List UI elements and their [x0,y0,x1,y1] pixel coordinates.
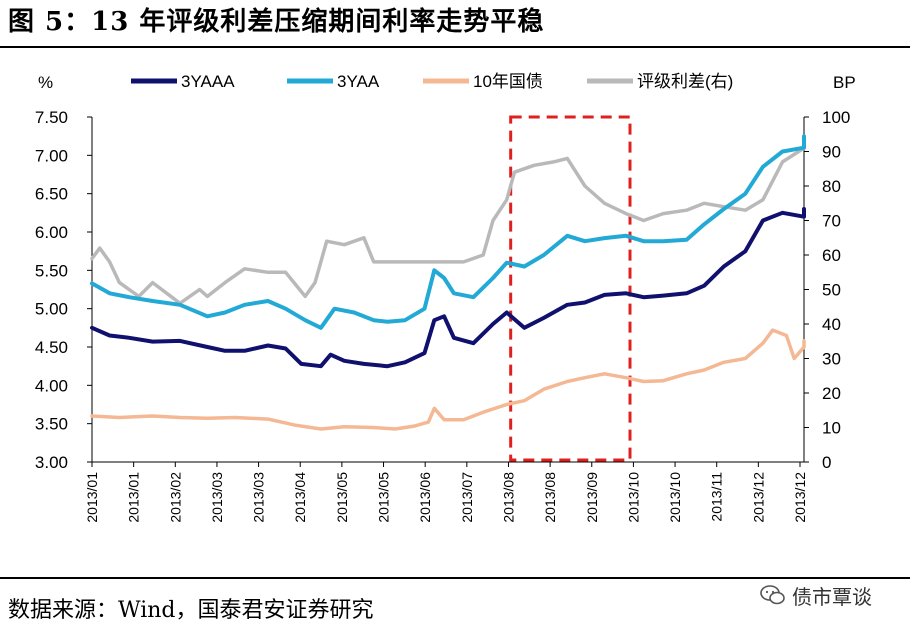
highlight-box-layer [509,115,632,462]
left-tick-label: 4.50 [35,338,68,357]
footer-divider [0,577,910,579]
legend-label: 3YAAA [181,72,235,91]
legend: 3YAAA 3YAA 10年国债 评级利差(右) [131,72,733,91]
left-tick-label: 3.50 [35,415,68,434]
left-tick-label: 7.50 [35,108,68,127]
x-axis-ticks: 2013/01 2013/01 2013/02 2013/03 2013/03 2013/… [84,462,808,523]
legend-label: 评级利差(右) [637,72,733,91]
legend-label: 3YAA [337,72,380,91]
right-tick-label: 80 [822,177,841,196]
x-tick-label: 2013/05 [334,472,350,523]
x-tick-label: 2013/11 [709,472,725,522]
x-tick-label: 2013/08 [542,472,558,523]
series-line-1 [90,207,806,369]
chart-title: 图 5：13 年评级利差压缩期间利率走势平稳 [8,7,545,37]
legend-label: 10年国债 [473,72,543,91]
chat-bubble-icon [760,585,785,605]
title-divider [0,46,910,48]
watermark-text: 债市覃谈 [792,584,872,609]
left-tick-label: 5.00 [35,300,68,319]
right-axis-ticks: 0 10 20 30 40 50 60 70 80 90 100 [804,108,850,472]
x-tick-label: 2013/10 [625,472,641,523]
right-tick-label: 90 [822,143,841,162]
line-chart: 3.00 3.50 4.00 4.50 5.00 5.50 6.00 6.50 7.00 7.50… [35,72,856,523]
watermark: 债市覃谈 [760,582,872,609]
right-tick-label: 50 [822,281,841,300]
x-tick-label: 2013/10 [667,472,683,523]
x-tick-label: 2013/03 [209,472,225,523]
right-tick-label: 0 [822,453,831,472]
x-tick-label: 2013/04 [292,472,308,523]
x-tick-label: 2013/12 [792,472,808,523]
right-tick-label: 20 [822,384,841,403]
highlight-box [509,115,632,462]
x-tick-label: 2013/03 [251,472,267,523]
x-tick-label: 2013/09 [584,472,600,523]
right-tick-label: 100 [822,108,850,127]
x-tick-label: 2013/12 [750,472,766,523]
series-line-2 [90,134,806,330]
left-axis-ticks: 3.00 3.50 4.00 4.50 5.00 5.50 6.00 6.50 7.00 7.50 [35,108,92,472]
x-tick-label: 2013/06 [417,472,433,523]
series-layer [90,134,806,431]
left-tick-label: 6.00 [35,223,68,242]
left-tick-label: 7.00 [35,146,68,165]
x-tick-label: 2013/01 [126,472,142,523]
right-tick-label: 70 [822,212,841,231]
left-tick-label: 6.50 [35,185,68,204]
x-tick-label: 2013/05 [376,472,392,523]
right-tick-label: 40 [822,315,841,334]
right-tick-label: 10 [822,419,841,438]
x-tick-label: 2013/08 [500,472,516,523]
left-axis-unit: % [38,73,53,92]
series-line-4 [90,135,806,306]
right-axis-unit: BP [833,73,856,92]
x-tick-label: 2013/07 [459,472,475,523]
left-tick-label: 3.00 [35,453,68,472]
left-tick-label: 4.00 [35,376,68,395]
right-tick-label: 30 [822,350,841,369]
series-line-3 [90,328,806,431]
source-note: 数据来源：Wind，国泰君安证券研究 [8,598,374,623]
x-tick-label: 2013/02 [167,472,183,523]
left-tick-label: 5.50 [35,261,68,280]
right-tick-label: 60 [822,246,841,265]
x-tick-label: 2013/01 [84,472,100,523]
